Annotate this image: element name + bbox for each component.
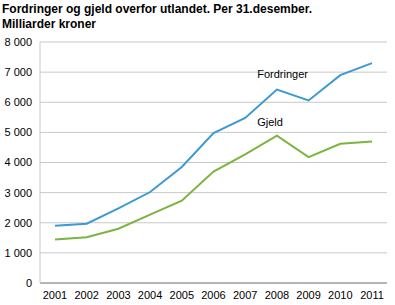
svg-text:2010: 2010	[328, 289, 352, 301]
svg-text:2002: 2002	[74, 289, 98, 301]
svg-text:Fordringer: Fordringer	[257, 68, 308, 80]
svg-text:0: 0	[26, 277, 32, 289]
svg-text:2005: 2005	[170, 289, 194, 301]
svg-text:3 000: 3 000	[8, 187, 32, 199]
svg-text:2008: 2008	[265, 289, 289, 301]
svg-text:2004: 2004	[138, 289, 162, 301]
svg-text:4 000: 4 000	[8, 156, 32, 168]
html-text:Fordringer og gjeld overfor ut: Fordringer og gjeld overfor utlandet. Pe…	[2, 2, 313, 16]
svg-text:6 000: 6 000	[8, 96, 32, 108]
svg-text:2003: 2003	[106, 289, 130, 301]
svg-text:2001: 2001	[43, 289, 67, 301]
svg-text:2006: 2006	[201, 289, 225, 301]
html-text:Milliarder kroner: Milliarder kroner	[2, 17, 96, 31]
svg-text:2011: 2011	[360, 289, 384, 301]
svg-text:2007: 2007	[233, 289, 257, 301]
svg-text:2 000: 2 000	[8, 217, 32, 229]
svg-text:5 000: 5 000	[8, 126, 32, 138]
svg-text:2009: 2009	[296, 289, 320, 301]
svg-text:Gjeld: Gjeld	[257, 116, 283, 128]
svg-text:7 000: 7 000	[8, 66, 32, 78]
svg-text:8 000: 8 000	[8, 36, 32, 48]
svg-text:1 000: 1 000	[8, 247, 32, 259]
